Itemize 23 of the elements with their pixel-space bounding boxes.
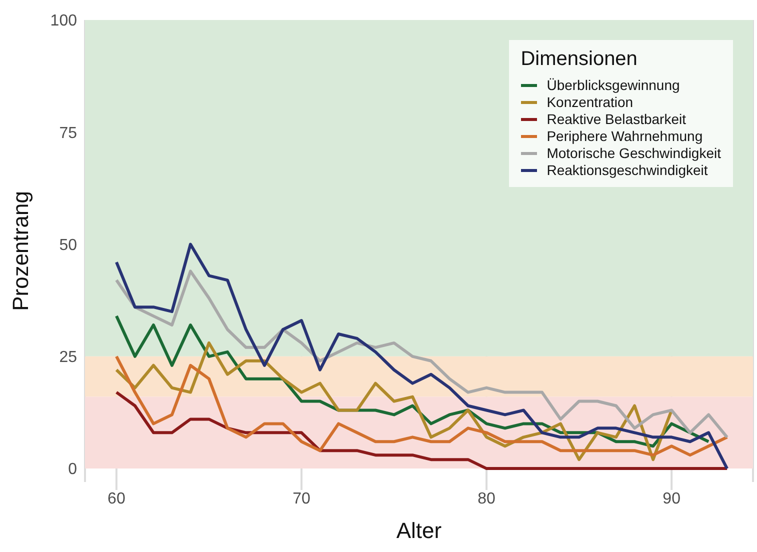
x-tick-label: 80	[478, 490, 496, 508]
line-series	[114, 270, 729, 439]
y-tick-label: 75	[59, 124, 78, 142]
y-tick-label: 50	[59, 236, 78, 254]
y-axis-title: Prozentrang	[8, 191, 33, 311]
x-axis-title: Alter	[396, 518, 442, 543]
legend-label: Motorische Geschwindigkeit	[546, 145, 721, 162]
legend-label: Überblicksgewinnung	[546, 77, 681, 94]
line-series	[114, 354, 729, 457]
legend-label: Reaktive Belastbarkeit	[546, 111, 687, 128]
y-tick-label: 0	[68, 461, 78, 478]
x-tick-label: 70	[292, 490, 310, 508]
legend-label: Reaktionsgeschwindigkeit	[546, 162, 709, 179]
x-tick-label: 90	[662, 490, 681, 508]
y-tick-label: 100	[50, 12, 78, 30]
legend-label: Konzentration	[546, 94, 634, 111]
x-tick-label: 60	[108, 490, 126, 508]
legend-title: Dimensionen	[520, 48, 638, 71]
y-tick-label: 25	[59, 349, 78, 366]
line-series	[114, 242, 729, 470]
line-series	[114, 390, 729, 470]
line-series	[114, 341, 674, 462]
legend-label: Periphere Wahrnehmung	[546, 128, 704, 145]
